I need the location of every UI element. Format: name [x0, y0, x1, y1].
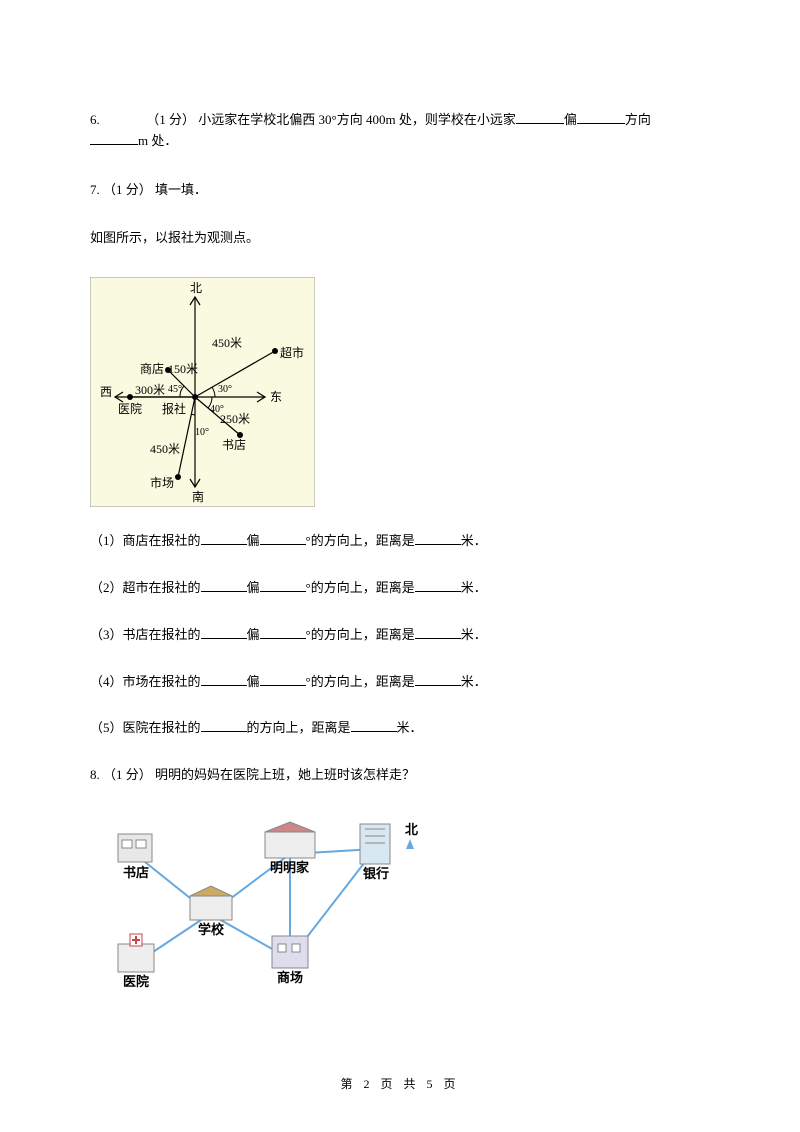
blank[interactable]: [516, 110, 564, 124]
blank[interactable]: [260, 672, 306, 686]
text: 偏: [247, 674, 260, 689]
q7-pts: （1 分）: [103, 182, 152, 197]
blank[interactable]: [415, 531, 461, 545]
svg-text:南: 南: [192, 489, 204, 504]
q7-desc: 如图所示，以报社为观测点。: [90, 230, 259, 245]
svg-text:150米: 150米: [168, 362, 198, 376]
svg-text:商店: 商店: [140, 361, 164, 376]
text: （1）商店在报社的: [90, 533, 201, 548]
svg-text:医院: 医院: [118, 402, 142, 416]
svg-text:300米: 300米: [135, 383, 165, 397]
question-8: 8. （1 分） 明明的妈妈在医院上班，她上班时该怎样走？: [90, 765, 710, 786]
footer-text: 第 2 页 共 5 页: [340, 1077, 459, 1091]
svg-text:西: 西: [100, 385, 112, 399]
blank[interactable]: [351, 718, 397, 732]
blank[interactable]: [260, 531, 306, 545]
q6-text1: 小远家在学校北偏西 30°方向 400m 处，则学校在小远家: [198, 112, 516, 127]
text: 米．: [461, 580, 487, 595]
svg-text:明明家: 明明家: [270, 860, 310, 875]
q8-label: 8.: [90, 767, 100, 782]
text: （2）超市在报社的: [90, 580, 201, 595]
text: °的方向上，距离是: [306, 627, 415, 642]
q7-sub4: （4）市场在报社的 偏 °的方向上，距离是 米．: [90, 672, 710, 693]
svg-text:30°: 30°: [218, 384, 232, 395]
svg-text:450米: 450米: [212, 336, 242, 350]
blank[interactable]: [260, 625, 306, 639]
text: °的方向上，距离是: [306, 580, 415, 595]
map-diagram: 北 书店 明明家 银行: [90, 814, 430, 1004]
blank[interactable]: [90, 131, 138, 145]
svg-text:东: 东: [270, 390, 282, 404]
text: （5）医院在报社的: [90, 720, 201, 735]
q8-text: 明明的妈妈在医院上班，她上班时该怎样走？: [155, 767, 415, 782]
text: 米．: [461, 533, 487, 548]
blank[interactable]: [201, 625, 247, 639]
blank[interactable]: [415, 672, 461, 686]
svg-text:超市: 超市: [280, 345, 304, 360]
question-7: 7. （1 分） 填一填．: [90, 180, 710, 201]
blank[interactable]: [201, 531, 247, 545]
q6-text3: 方向: [625, 112, 651, 127]
svg-text:书店: 书店: [123, 865, 149, 880]
svg-text:北: 北: [405, 822, 418, 837]
text: 米．: [461, 674, 487, 689]
text: （4）市场在报社的: [90, 674, 201, 689]
q8-pts: （1 分）: [103, 767, 152, 782]
svg-text:市场: 市场: [150, 475, 174, 490]
q7-title: 填一填．: [155, 182, 207, 197]
q7-label: 7.: [90, 182, 100, 197]
q6-text4: m 处．: [138, 133, 177, 148]
svg-text:250米: 250米: [220, 412, 250, 426]
q6-label: 6.: [90, 112, 100, 127]
text: 米．: [397, 720, 423, 735]
text: （3）书店在报社的: [90, 627, 201, 642]
svg-text:45°: 45°: [168, 384, 182, 395]
q6-text2: 偏: [564, 112, 577, 127]
svg-text:报社: 报社: [162, 401, 186, 416]
q6-pts: （1 分）: [146, 112, 195, 127]
q7-sub2: （2）超市在报社的 偏 °的方向上，距离是 米．: [90, 578, 710, 599]
question-6: 6. （1 分） 小远家在学校北偏西 30°方向 400m 处，则学校在小远家 偏…: [90, 110, 710, 152]
blank[interactable]: [577, 110, 625, 124]
svg-text:商场: 商场: [277, 970, 303, 985]
q7-diagram: 北 南 东 西 超市 商店 医院 报社 书店 市场 450米 150米 300米…: [90, 277, 710, 507]
blank[interactable]: [201, 718, 247, 732]
q8-diagram: 北 书店 明明家 银行: [90, 814, 710, 1004]
svg-text:银行: 银行: [363, 866, 389, 881]
q7-sub3: （3）书店在报社的 偏 °的方向上，距离是 米．: [90, 625, 710, 646]
text: 偏: [247, 580, 260, 595]
compass-diagram: 北 南 东 西 超市 商店 医院 报社 书店 市场 450米 150米 300米…: [90, 277, 315, 507]
text: 偏: [247, 533, 260, 548]
svg-text:学校: 学校: [198, 922, 225, 937]
svg-text:书店: 书店: [222, 438, 246, 452]
svg-text:10°: 10°: [195, 427, 209, 438]
blank[interactable]: [260, 578, 306, 592]
text: °的方向上，距离是: [306, 533, 415, 548]
q7-desc-row: 如图所示，以报社为观测点。: [90, 228, 710, 249]
svg-text:450米: 450米: [150, 442, 180, 456]
blank[interactable]: [415, 625, 461, 639]
blank[interactable]: [201, 578, 247, 592]
text: 米．: [461, 627, 487, 642]
q7-sub1: （1）商店在报社的 偏 °的方向上，距离是 米．: [90, 531, 710, 552]
svg-text:北: 北: [190, 281, 202, 295]
text: 偏: [247, 627, 260, 642]
text: °的方向上，距离是: [306, 674, 415, 689]
page-footer: 第 2 页 共 5 页: [0, 1075, 800, 1092]
blank[interactable]: [415, 578, 461, 592]
blank[interactable]: [201, 672, 247, 686]
svg-text:40°: 40°: [210, 404, 224, 415]
svg-text:医院: 医院: [123, 974, 149, 989]
q7-sub5: （5）医院在报社的 的方向上，距离是 米．: [90, 718, 710, 739]
page-content: 6. （1 分） 小远家在学校北偏西 30°方向 400m 处，则学校在小远家偏…: [0, 0, 800, 1004]
text: 的方向上，距离是: [247, 720, 351, 735]
